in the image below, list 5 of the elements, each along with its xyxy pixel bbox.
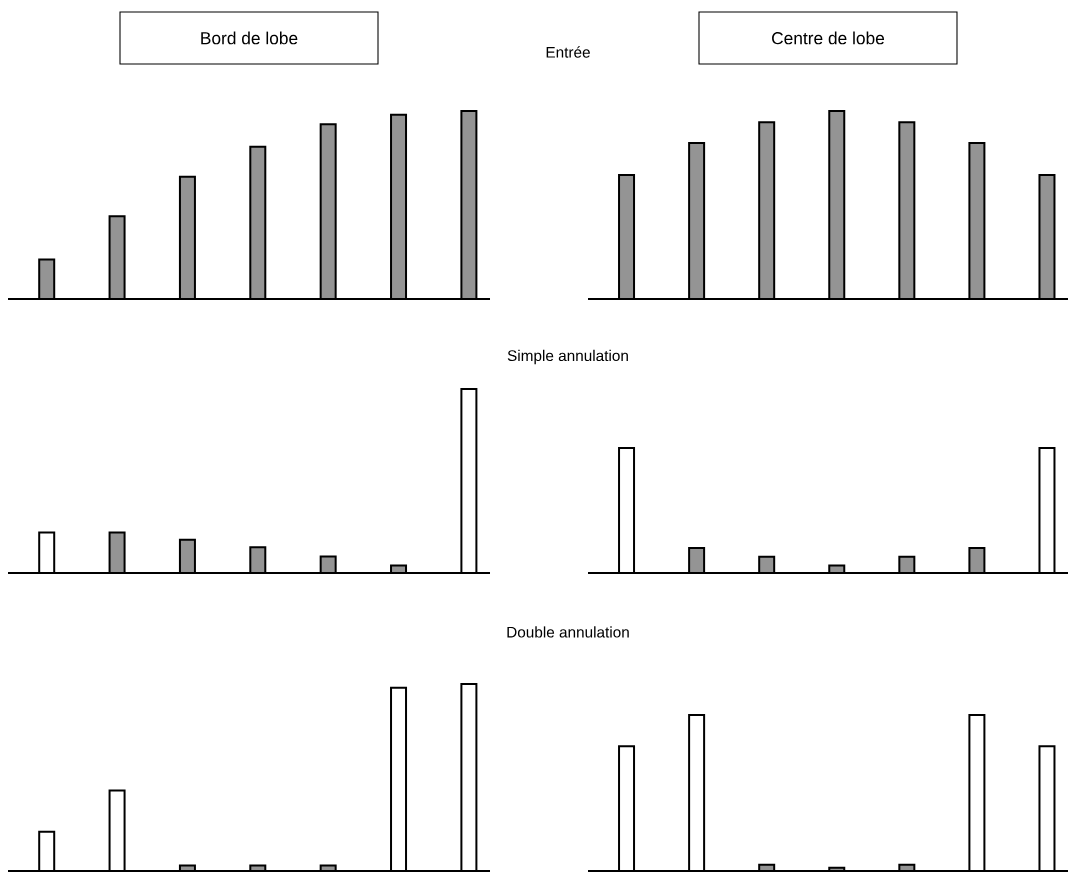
text: Double annulation: [507, 626, 629, 638]
text: Simple annulation: [507, 349, 628, 365]
chart-title: Centre de lobe: [772, 31, 885, 45]
text: Entrée: [546, 46, 590, 58]
chart-title: Bord de lobe: [201, 31, 298, 45]
